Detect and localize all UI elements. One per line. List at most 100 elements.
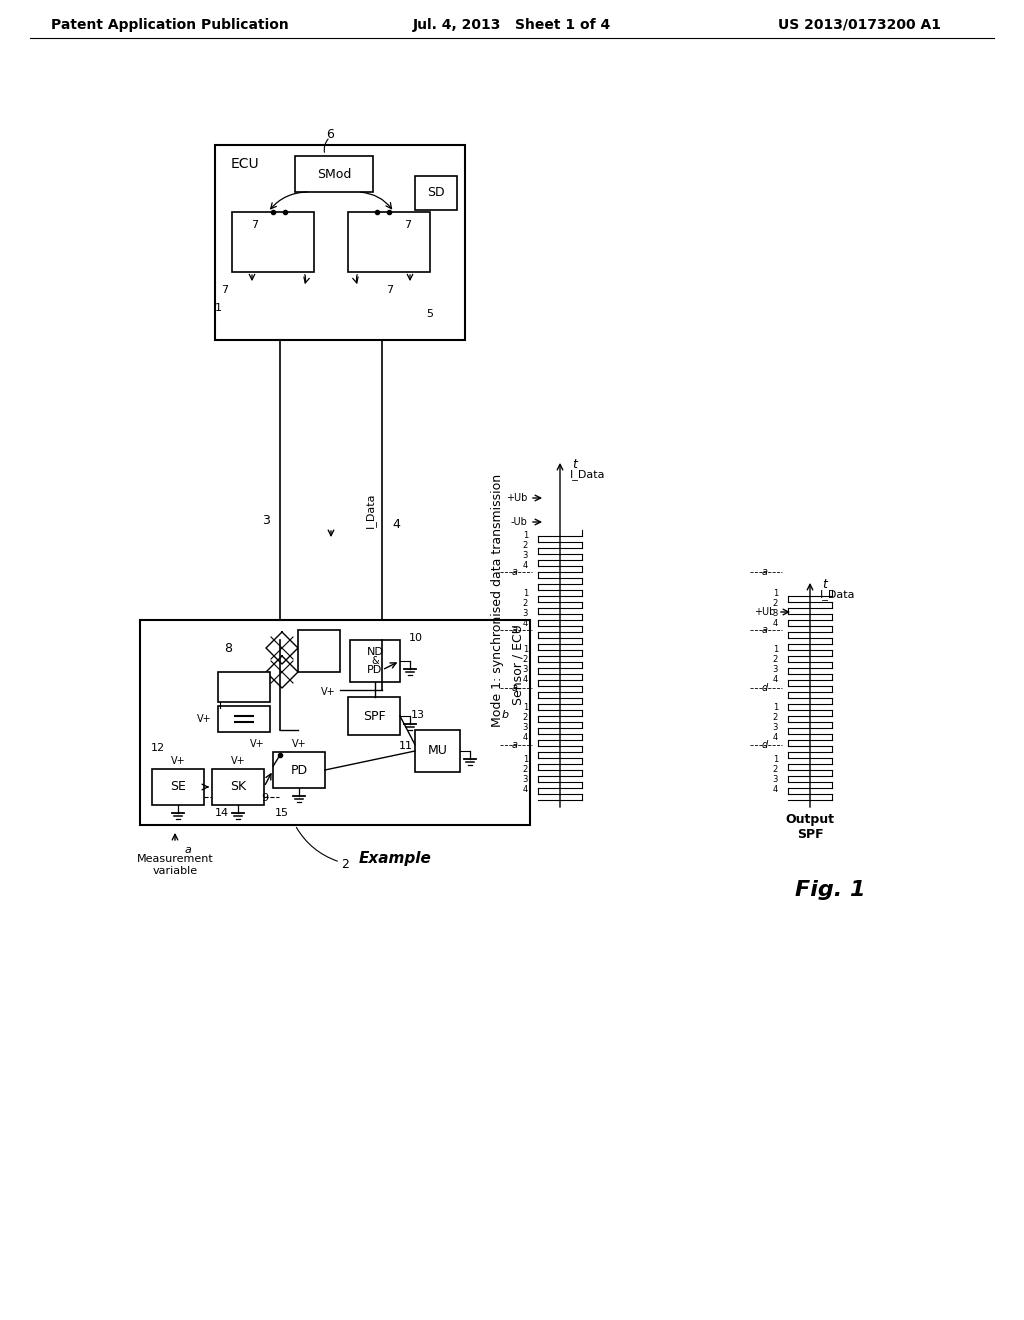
- Text: 2: 2: [773, 598, 778, 607]
- Text: I_Data: I_Data: [366, 492, 376, 528]
- Text: 4: 4: [773, 676, 778, 685]
- Text: 1: 1: [214, 304, 221, 313]
- Text: 5: 5: [427, 309, 433, 319]
- Text: ND: ND: [367, 647, 383, 657]
- Text: t: t: [572, 458, 577, 471]
- Text: ECU: ECU: [231, 157, 260, 172]
- Text: Example: Example: [358, 850, 431, 866]
- Text: US 2013/0173200 A1: US 2013/0173200 A1: [778, 18, 941, 32]
- Text: 3: 3: [522, 609, 528, 618]
- Text: 1: 1: [522, 702, 528, 711]
- Text: d: d: [762, 682, 768, 693]
- Text: SPF: SPF: [362, 710, 385, 722]
- Text: 14: 14: [215, 808, 229, 818]
- Text: 1: 1: [522, 531, 528, 540]
- Text: V+: V+: [230, 756, 246, 766]
- Text: 4: 4: [773, 785, 778, 795]
- Bar: [232, 213, 314, 272]
- Text: V+: V+: [171, 756, 185, 766]
- Text: V+: V+: [321, 686, 335, 697]
- Text: 1: 1: [522, 645, 528, 655]
- Text: 3: 3: [522, 722, 528, 731]
- Text: 4: 4: [773, 619, 778, 627]
- Text: 3: 3: [522, 550, 528, 560]
- Text: 2: 2: [522, 713, 528, 722]
- Text: Fig. 1: Fig. 1: [795, 880, 865, 900]
- Text: SD: SD: [427, 186, 444, 199]
- Bar: [350, 640, 400, 682]
- Text: 1: 1: [773, 702, 778, 711]
- Text: Measurement
variable: Measurement variable: [136, 854, 213, 875]
- Polygon shape: [215, 708, 225, 714]
- Text: V+: V+: [250, 739, 264, 748]
- Text: 1: 1: [773, 645, 778, 655]
- Text: a: a: [512, 568, 518, 577]
- Text: 15: 15: [275, 808, 289, 818]
- Text: d: d: [762, 741, 768, 750]
- Text: 2: 2: [773, 713, 778, 722]
- Text: a: a: [512, 741, 518, 750]
- Text: I_Data: I_Data: [570, 470, 605, 480]
- Bar: [215, 145, 465, 341]
- Text: 1: 1: [773, 589, 778, 598]
- Text: a: a: [512, 682, 518, 693]
- Text: 1: 1: [773, 755, 778, 764]
- Text: 3: 3: [262, 513, 270, 527]
- Text: 7: 7: [386, 285, 393, 294]
- Text: Mode 1: synchronised data transmission: Mode 1: synchronised data transmission: [492, 474, 505, 726]
- Text: 2: 2: [773, 656, 778, 664]
- Text: 2: 2: [522, 598, 528, 607]
- Text: 8: 8: [224, 642, 232, 655]
- Bar: [415, 730, 460, 772]
- Text: +Ub: +Ub: [754, 607, 775, 616]
- Text: 11: 11: [399, 741, 413, 751]
- Text: 2: 2: [773, 766, 778, 775]
- Text: Sensor / ECU: Sensor / ECU: [512, 624, 524, 705]
- Text: a: a: [185, 845, 191, 855]
- Text: 3: 3: [773, 665, 778, 675]
- Bar: [415, 176, 457, 210]
- Text: 3: 3: [773, 609, 778, 618]
- Text: SMod: SMod: [316, 168, 351, 181]
- Text: 3: 3: [773, 722, 778, 731]
- Text: V+: V+: [292, 739, 306, 748]
- Bar: [298, 630, 340, 672]
- Text: 6: 6: [326, 128, 334, 141]
- Bar: [295, 156, 373, 191]
- Bar: [348, 697, 400, 735]
- Text: MU: MU: [428, 744, 447, 758]
- Text: a: a: [512, 624, 518, 635]
- Text: 7: 7: [221, 285, 228, 294]
- Text: 3: 3: [522, 665, 528, 675]
- Bar: [273, 752, 325, 788]
- Text: 4: 4: [773, 733, 778, 742]
- Bar: [140, 620, 530, 825]
- Text: 4: 4: [522, 619, 528, 627]
- Text: I_Data: I_Data: [820, 590, 855, 601]
- Text: SK: SK: [230, 780, 246, 793]
- Text: 2: 2: [341, 858, 349, 871]
- Text: 4: 4: [522, 676, 528, 685]
- Text: 4: 4: [522, 561, 528, 569]
- Text: 13: 13: [411, 710, 425, 719]
- Bar: [212, 770, 264, 805]
- Text: 7: 7: [252, 220, 259, 230]
- Text: 9: 9: [261, 793, 268, 803]
- Text: PD: PD: [368, 665, 383, 676]
- Text: 3: 3: [522, 776, 528, 784]
- Text: t: t: [822, 578, 826, 591]
- Text: Jul. 4, 2013   Sheet 1 of 4: Jul. 4, 2013 Sheet 1 of 4: [413, 18, 611, 32]
- Text: 4: 4: [392, 517, 400, 531]
- Text: 7: 7: [404, 220, 412, 230]
- Text: 1: 1: [522, 755, 528, 764]
- Bar: [348, 213, 430, 272]
- Text: a: a: [762, 624, 768, 635]
- Text: 4: 4: [522, 785, 528, 795]
- Text: 2: 2: [522, 540, 528, 549]
- Text: 4: 4: [522, 733, 528, 742]
- Text: +Ub: +Ub: [506, 492, 527, 503]
- Text: 2: 2: [522, 766, 528, 775]
- Text: a: a: [762, 568, 768, 577]
- Text: 10: 10: [409, 634, 423, 643]
- Text: -Ub: -Ub: [510, 517, 527, 527]
